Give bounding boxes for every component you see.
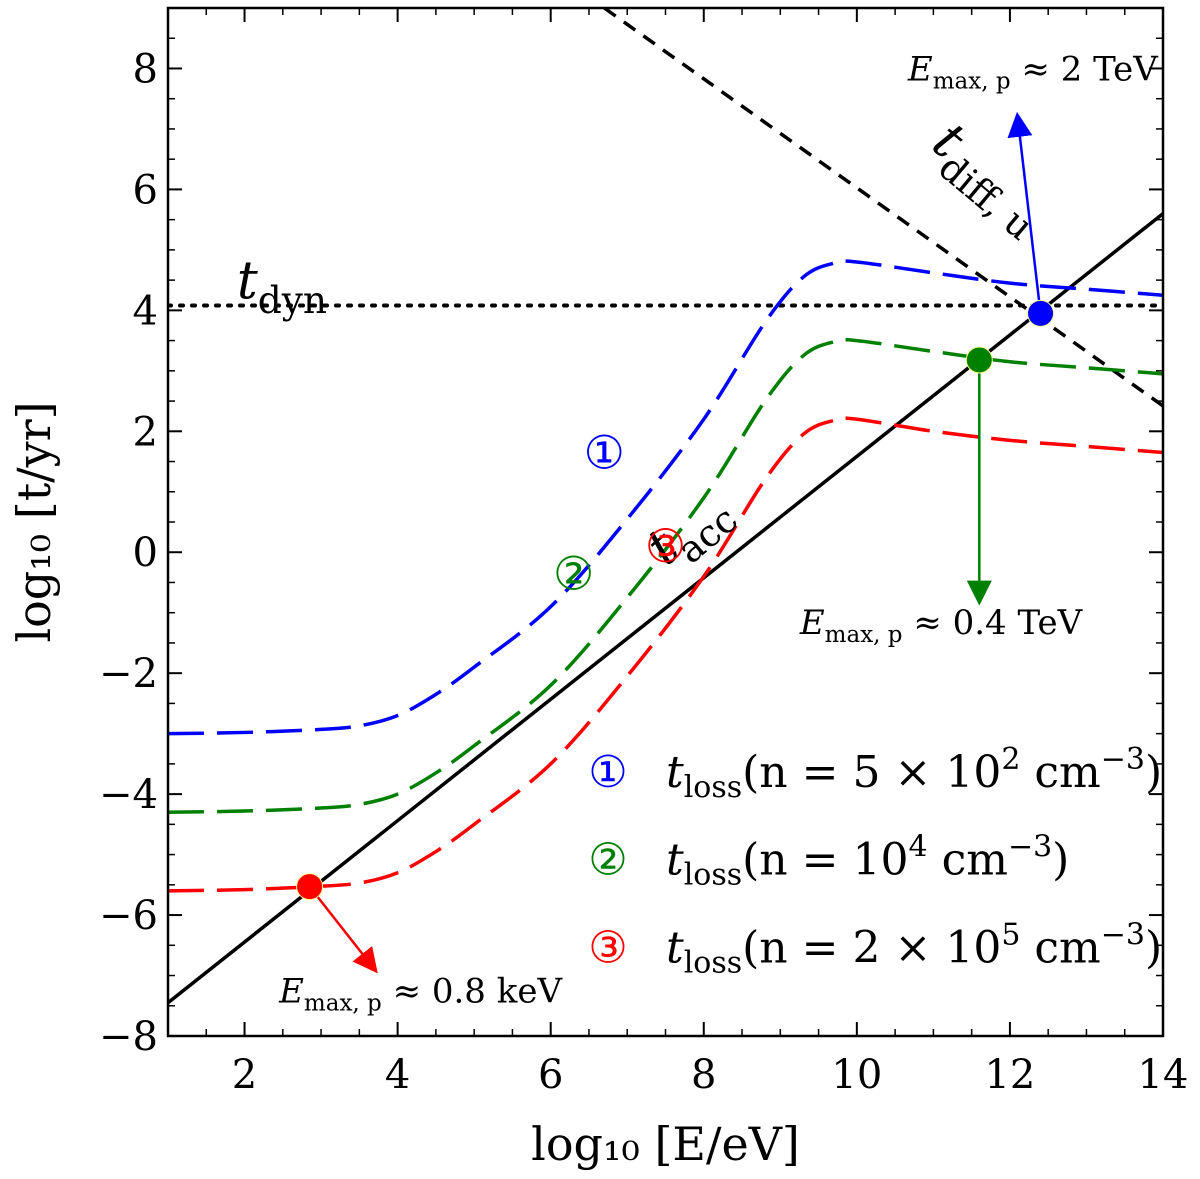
series-line-t_diff,u <box>603 8 1163 408</box>
y-tick-label: −2 <box>99 651 158 697</box>
annotation-E_max_p green: Emax, p ≈ 0.4 TeV <box>799 603 1084 648</box>
series-line-t_loss (n = 2×10⁵ cm⁻³) <box>168 416 1163 893</box>
y-tick-label: 0 <box>133 530 158 576</box>
annotation-E_max_p blue: Emax, p ≈ 2 TeV <box>907 50 1159 95</box>
curve-marker-2: ② <box>553 546 594 600</box>
x-tick-label: 4 <box>385 1052 410 1098</box>
label-t-diff-u: tdiff, u <box>914 111 1059 249</box>
axis-ticks: 2 4 6 8 10 12 14 −8 −6 −4 −2 0 2 4 6 8 <box>99 7 1189 1098</box>
annotation-E_max_p red: Emax, p ≈ 0.8 keV <box>278 972 563 1017</box>
y-tick-label: 4 <box>133 288 158 334</box>
x-tick-label: 8 <box>691 1052 716 1098</box>
plot-frame <box>166 6 1165 1038</box>
series-line-t_loss (n = 10⁴ cm⁻³) <box>168 337 1163 815</box>
legend-marker-3: ③ <box>588 922 627 973</box>
point-E_max_p red <box>296 873 324 901</box>
legend: ① tloss(n = 5 × 102 cm−3) ② tloss(n = 104 c… <box>588 742 1162 980</box>
series-line-t_loss (n = 5×10² cm⁻³) <box>168 259 1163 736</box>
x-tick-label: 10 <box>831 1052 882 1098</box>
series-group <box>168 8 1163 1005</box>
y-tick-label: −4 <box>99 772 158 818</box>
x-axis-label: log₁₀ [E/eV] <box>531 1117 800 1171</box>
legend-label-2: tloss(n = 104 cm−3) <box>666 830 1069 893</box>
legend-marker-2: ② <box>588 835 627 886</box>
legend-label-3: tloss(n = 2 × 105 cm−3) <box>666 917 1162 980</box>
x-tick-label: 6 <box>538 1052 563 1098</box>
arrow-E_max_p blue <box>1007 111 1042 314</box>
curve-marker-3: ③ <box>645 519 686 573</box>
x-tick-label: 14 <box>1138 1052 1189 1098</box>
point-E_max_p blue <box>1027 299 1055 327</box>
label-t-dyn: tdyn <box>237 251 327 322</box>
legend-marker-1: ① <box>588 747 627 798</box>
y-axis-label: log₁₀ [t/yr] <box>7 401 61 642</box>
y-tick-label: 6 <box>133 167 158 213</box>
marker-points <box>296 111 1055 974</box>
curve-marker-1: ① <box>584 425 625 479</box>
x-tick-label: 2 <box>232 1052 257 1098</box>
y-tick-label: −8 <box>99 1014 158 1060</box>
point-E_max_p green <box>965 346 993 374</box>
series-line-t_acc <box>168 212 1163 1005</box>
legend-label-1: tloss(n = 5 × 102 cm−3) <box>666 742 1162 805</box>
y-tick-label: −6 <box>99 893 158 939</box>
y-tick-label: 2 <box>133 409 158 455</box>
arrow-E_max_p red <box>308 885 378 974</box>
x-tick-label: 12 <box>984 1052 1035 1098</box>
y-tick-label: 8 <box>133 46 158 92</box>
